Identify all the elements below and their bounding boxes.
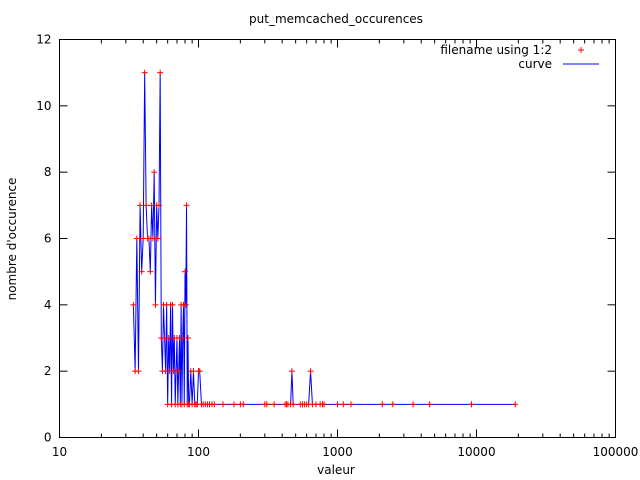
x-tick-label: 100 [187, 445, 210, 459]
data-point [410, 401, 417, 408]
data-point [321, 401, 328, 408]
data-point [141, 69, 148, 76]
data-point [426, 401, 433, 408]
data-point [165, 335, 172, 341]
x-tick-label: 100000 [593, 445, 639, 459]
data-point [288, 368, 295, 375]
data-point [190, 368, 197, 375]
y-tick-label: 0 [44, 431, 52, 445]
data-point [263, 401, 270, 408]
data-point [389, 401, 396, 408]
data-point [271, 401, 278, 408]
data-point [179, 335, 186, 341]
data-point [156, 202, 163, 209]
y-tick-label: 10 [36, 99, 51, 113]
data-point [154, 235, 161, 242]
data-point [137, 202, 144, 209]
data-point [183, 202, 190, 209]
chart-title: put_memcached_occurences [249, 12, 423, 26]
y-tick-label: 8 [44, 165, 52, 179]
data-point [133, 235, 140, 242]
data-point [379, 401, 386, 408]
y-axis-label: nombre d'occurence [5, 178, 19, 301]
data-point [240, 401, 247, 408]
data-point [152, 301, 159, 308]
data-point [175, 368, 182, 375]
y-tick-label: 2 [44, 364, 52, 378]
legend-label-points: filename using 1:2 [440, 43, 552, 57]
data-point [219, 401, 226, 408]
data-point [135, 368, 142, 375]
data-point [340, 401, 347, 408]
data-point [196, 368, 203, 375]
data-point [147, 268, 154, 275]
data-point [184, 335, 191, 341]
x-axis-label: valeur [317, 463, 355, 477]
x-tick-label: 10000 [457, 445, 495, 459]
y-tick-label: 4 [44, 298, 52, 312]
data-point [211, 401, 218, 408]
data-point [169, 301, 176, 308]
axis-tick-labels: 10 100 1000 10000 100000 0 2 4 6 8 10 12 [36, 33, 638, 460]
data-point [143, 202, 150, 209]
data-point [182, 268, 189, 275]
data-point [130, 301, 137, 308]
y-tick-label: 6 [44, 232, 52, 246]
data-point [468, 401, 475, 408]
legend-label-curve: curve [518, 57, 552, 71]
series-points [130, 69, 519, 408]
x-tick-label: 10 [52, 445, 67, 459]
data-point [307, 368, 314, 375]
data-point [151, 169, 158, 176]
axis-ticks [59, 39, 616, 438]
data-point [334, 401, 341, 408]
legend-marker-points [578, 47, 584, 53]
data-point [148, 202, 155, 209]
data-point [347, 401, 354, 408]
y-tick-label: 12 [36, 33, 51, 47]
legend: filename using 1:2 curve [440, 43, 599, 71]
data-point [157, 69, 164, 76]
data-point [230, 401, 237, 408]
x-tick-label: 1000 [322, 445, 353, 459]
data-point [138, 268, 145, 275]
data-point [182, 301, 189, 308]
data-point [512, 401, 519, 408]
data-point [290, 401, 297, 408]
